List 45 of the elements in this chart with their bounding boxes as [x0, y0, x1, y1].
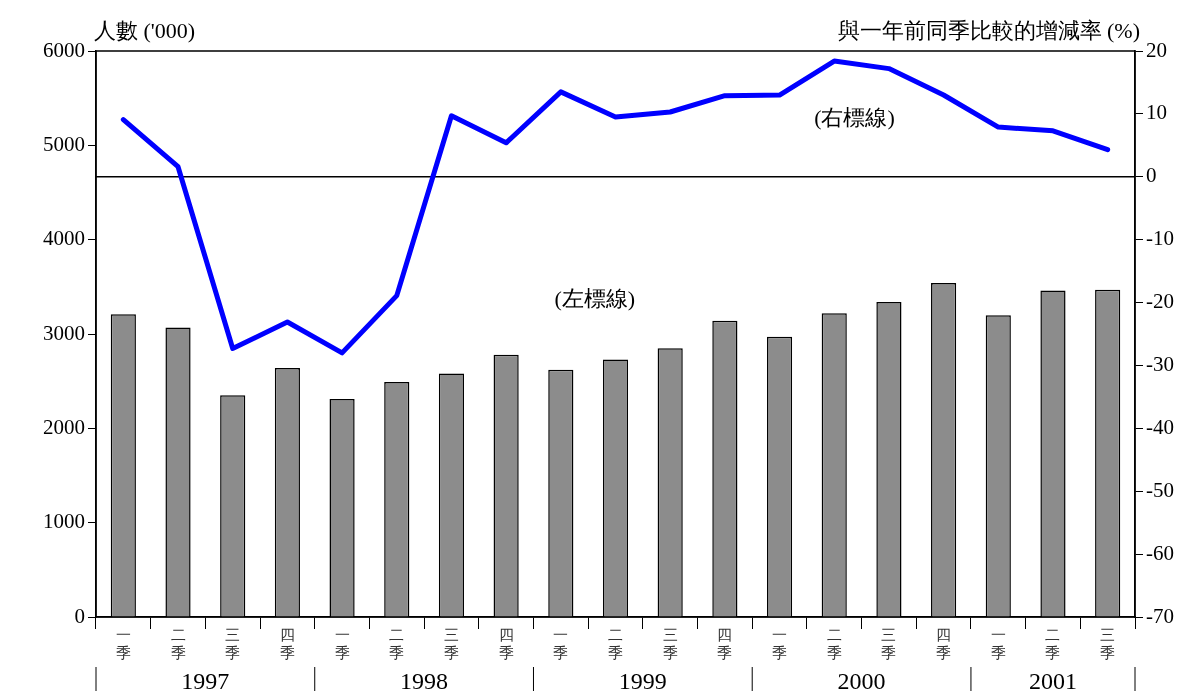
y2-tick-label: 10 — [1146, 100, 1167, 125]
y2-tick-label: -60 — [1146, 540, 1174, 565]
annotation: (右標線) — [814, 104, 895, 130]
x-tick-label: 三季 — [225, 626, 241, 661]
y2-tick-label: -70 — [1146, 603, 1174, 628]
x-tick-label: 四季 — [498, 626, 514, 661]
y2-tick-label: 0 — [1146, 163, 1157, 188]
x-tick-label: 二季 — [389, 626, 405, 661]
x-tick-label: 一季 — [334, 626, 350, 661]
x-tick-label: 一季 — [553, 626, 569, 661]
text: 1999 — [618, 668, 667, 691]
y2-tick-label: -50 — [1146, 477, 1174, 502]
x-tick-label: 四季 — [936, 626, 952, 661]
y-tick-label: 1000 — [43, 509, 85, 534]
annotation: (左標線) — [554, 285, 636, 311]
x-tick-label: 三季 — [443, 626, 459, 661]
text: 2001 — [1028, 668, 1077, 691]
y-tick-label: 6000 — [43, 37, 85, 62]
y2-tick-label: -30 — [1146, 351, 1174, 376]
x-tick-label: 二季 — [608, 626, 623, 661]
text: 1997 — [181, 668, 230, 691]
x-tick-label: 四季 — [717, 626, 733, 661]
y-tick-label: 0 — [74, 603, 85, 628]
x-tick-label: 一季 — [990, 626, 1006, 661]
y2-axis-title: 與一年前同季比較的增減率 (%) — [837, 18, 1140, 43]
y-axis-title: 人數 ('000) — [94, 18, 196, 43]
y2-tick-label: 20 — [1146, 37, 1167, 62]
y2-tick-label: -20 — [1146, 289, 1174, 314]
x-tick-label: 三季 — [662, 626, 678, 661]
text: 2000 — [837, 668, 886, 691]
y2-tick-label: -10 — [1146, 226, 1174, 251]
x-tick-label: 一季 — [772, 626, 788, 661]
text: 1998 — [400, 668, 449, 691]
x-tick-label: 一季 — [115, 626, 131, 661]
y-tick-label: 3000 — [43, 320, 85, 345]
y2-tick-label: -40 — [1146, 414, 1174, 439]
y-tick-label: 5000 — [43, 131, 85, 156]
y-tick-label: 2000 — [43, 414, 85, 439]
x-tick-label: 三季 — [1100, 626, 1116, 661]
x-tick-label: 二季 — [1045, 626, 1061, 661]
x-tick-label: 三季 — [881, 626, 897, 661]
x-tick-label: 二季 — [170, 626, 186, 661]
x-tick-label: 二季 — [826, 626, 842, 661]
x-tick-label: 四季 — [279, 626, 295, 661]
y-tick-label: 4000 — [43, 226, 85, 251]
